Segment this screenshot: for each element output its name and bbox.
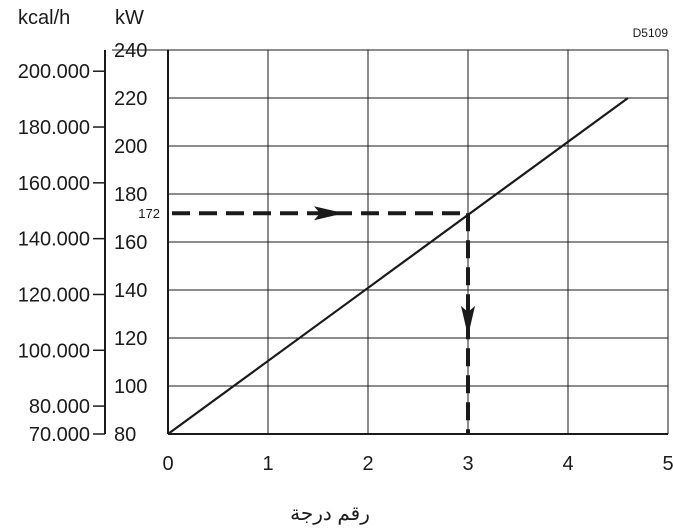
kw-tick-label: 140 xyxy=(114,280,147,302)
kw-tick-label: 80 xyxy=(114,424,136,446)
x-tick-label: 1 xyxy=(262,453,273,475)
grid xyxy=(167,49,669,435)
annotation-value-label: 172 xyxy=(138,206,160,221)
kw-tick-label: 160 xyxy=(114,232,147,254)
kcal-tick-label: 80.000 xyxy=(29,396,90,418)
kw-tick-label: 180 xyxy=(114,184,147,206)
kw-axis: 80 100 120 140 160 180 200 220 240 xyxy=(112,40,168,446)
x-tick-label: 2 xyxy=(362,453,373,475)
figure-code: D5109 xyxy=(633,26,669,40)
x-tick-label: 3 xyxy=(462,453,473,475)
kcal-tick-label: 120.000 xyxy=(18,284,90,306)
kw-tick-label: 120 xyxy=(114,328,147,350)
annotation-down-arrow xyxy=(461,306,475,336)
kcal-tick-label: 200.000 xyxy=(18,61,90,83)
kw-tick-label: 100 xyxy=(114,376,147,398)
kcal-axis: 70.000 80.000 100.000 120.000 140.000 160.000… xyxy=(18,61,105,446)
x-tick-label: 0 xyxy=(162,453,173,475)
annotation-right-arrow xyxy=(314,206,344,221)
x-axis: 0 1 2 3 4 5 xyxy=(162,453,673,475)
kcal-tick-label: 160.000 xyxy=(18,173,90,195)
x-tick-label: 4 xyxy=(562,453,573,475)
kcal-tick-label: 100.000 xyxy=(18,340,90,362)
x-tick-label: 5 xyxy=(662,453,673,475)
kw-tick-label: 240 xyxy=(114,40,147,62)
annotation: 172 xyxy=(138,206,475,434)
kw-unit-label: kW xyxy=(115,7,144,29)
kcal-tick-label: 70.000 xyxy=(29,424,90,446)
kw-tick-label: 200 xyxy=(114,136,147,158)
kcal-tick-label: 180.000 xyxy=(18,117,90,139)
x-axis-label: رقم درجة xyxy=(290,503,370,525)
series-line xyxy=(167,97,629,435)
kcal-tick-label: 140.000 xyxy=(18,229,90,251)
kcal-unit-label: kcal/h xyxy=(18,7,70,29)
kw-tick-label: 220 xyxy=(114,88,147,110)
